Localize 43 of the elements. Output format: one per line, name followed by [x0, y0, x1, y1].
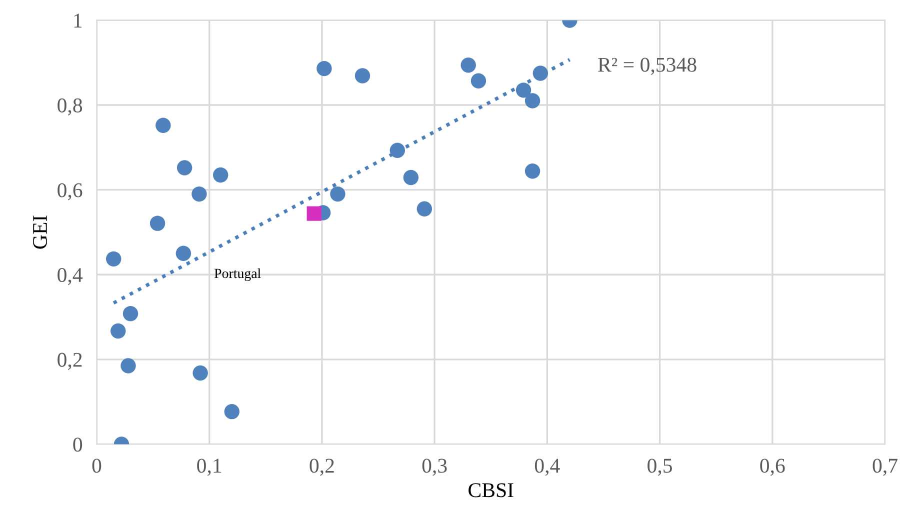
x-tick-label: 0 [92, 458, 102, 473]
point [524, 93, 540, 108]
point [192, 186, 207, 202]
point [122, 306, 138, 322]
x-tick-label: 0,1 [197, 458, 222, 476]
x-tick-label: 0,3 [422, 458, 447, 476]
point [106, 251, 122, 267]
point [390, 142, 406, 158]
point [176, 160, 192, 176]
x-tick-label: 0,2 [310, 458, 334, 476]
y-tick-label: 1 [74, 14, 82, 28]
y-tick-label: 0 [73, 438, 82, 452]
point [176, 246, 192, 262]
x-tick-label: 0,7 [872, 458, 898, 476]
y-tick-label: 0,6 [58, 183, 82, 200]
point [150, 216, 166, 231]
y-tick-label: 0,4 [58, 268, 83, 286]
point [403, 170, 419, 186]
point [192, 365, 208, 381]
point [416, 201, 432, 217]
point [120, 358, 136, 374]
point [470, 73, 486, 88]
point [316, 60, 332, 76]
point [156, 118, 171, 133]
x-tick-label: 0,5 [648, 458, 672, 476]
point [524, 164, 540, 179]
annotation: R² = 0,5348 [598, 58, 696, 75]
point [516, 82, 532, 98]
point [224, 404, 240, 420]
x-tick-label: 0,4 [534, 458, 560, 476]
point [306, 206, 322, 221]
point [532, 66, 548, 81]
point [110, 323, 126, 339]
point [330, 186, 346, 202]
point [460, 58, 476, 73]
point [354, 68, 370, 84]
y-axis-title: GEI [33, 216, 48, 249]
x-axis-title: CBSI [468, 483, 514, 498]
y-tick-label: 0,8 [58, 98, 82, 116]
point [212, 167, 228, 183]
y-tick-label: 0,2 [58, 352, 82, 370]
x-tick-label: 0,6 [760, 458, 785, 476]
text: Portugal [214, 268, 261, 281]
